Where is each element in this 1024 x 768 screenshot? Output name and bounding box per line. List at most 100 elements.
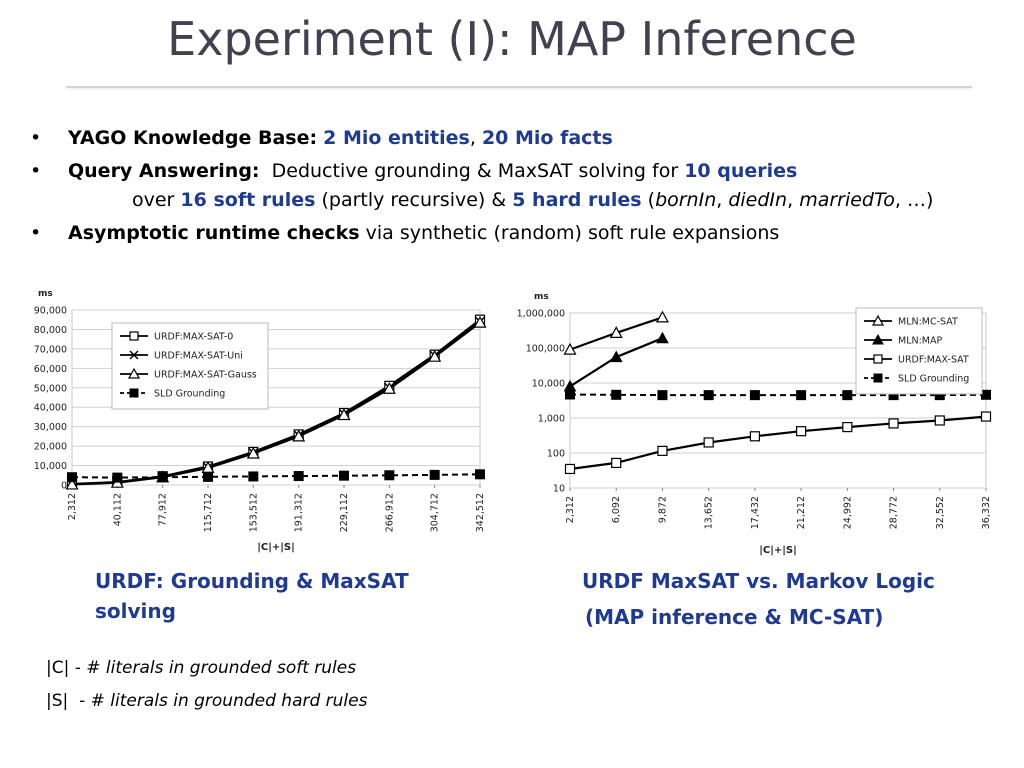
footnote-symbol: |S| [46,691,69,711]
data-point [384,470,395,481]
bullet-label: Asymptotic runtime checks [68,222,360,244]
data-point [337,408,351,421]
comma: , [716,189,723,211]
data-point [473,315,487,328]
footnote-s: |S| - # literals in grounded hard rules [46,691,367,711]
y-tick-label: 80,000 [34,325,67,336]
y-tick-label: 40,000 [34,403,67,414]
y-tick-label: 10,000 [34,461,67,472]
x-tick-label: 191,312 [294,493,305,532]
series-urdf-max-sat [564,411,992,475]
series-line [71,473,481,479]
legend-label: URDF:MAX-SAT-Uni [154,351,243,362]
y-tick-label: 10 [553,484,565,495]
data-point [157,472,168,483]
data-point [339,470,349,481]
data-point [703,437,714,448]
data-point [67,472,77,483]
footnote-text: # literals in grounded soft rules [86,658,357,678]
y-axis-label: ms [534,292,549,302]
y-tick-label: 100,000 [526,344,565,355]
y-tick-label: 90,000 [34,306,67,317]
y-tick-label: 10,000 [532,379,565,390]
x-tick-label: 153,512 [248,493,259,532]
x-tick-label: 2,312 [565,496,576,523]
data-point [657,390,668,401]
bullet-text: Deductive grounding & MaxSAT solving for [271,160,679,182]
x-tick-label: 266,912 [384,493,395,532]
series-sld-grounding [565,389,991,401]
footnote-dash: - [79,691,86,711]
x-tick-label: 9,872 [657,496,668,523]
legend-label: URDF:MAX-SAT-Gauss [154,370,257,381]
y-tick-label: 70,000 [34,344,67,355]
x-tick-label: 115,712 [203,493,214,532]
data-point [749,431,760,442]
series-mln-map [563,331,669,392]
data-point [657,445,668,456]
bullet-glyph: • [30,160,42,182]
bullet-list: • YAGO Knowledge Base: 2 Mio entities, 2… [30,124,1020,248]
data-point [796,426,807,437]
x-tick-label: 304,712 [430,493,441,532]
bullet-item-yago: • YAGO Knowledge Base: 2 Mio entities, 2… [30,124,1020,153]
y-tick-label: 30,000 [34,422,67,433]
x-tick-label: 17,432 [750,496,761,529]
data-point [749,390,760,401]
footnote-dash: - [74,658,81,678]
data-point [934,415,945,426]
footnote-c: |C| - # literals in grounded soft rules [46,658,356,678]
bullet-item-asymptotic: • Asymptotic runtime checks via syntheti… [30,219,1020,248]
bullet-item-query: • Query Answering: Deductive grounding &… [30,157,1020,215]
separator: , [469,127,476,149]
x-tick-label: 229,112 [339,493,350,532]
y-tick-label: 20,000 [34,442,67,453]
slide-title: Experiment (I): MAP Inference [167,12,857,66]
x-tick-label: 40,112 [112,493,123,526]
paren-open: ( [647,189,656,211]
rule-name: bornIn [655,189,717,211]
legend-marker [871,314,885,326]
highlight-value: 20 Mio facts [481,127,613,149]
comma: , [787,189,794,211]
data-point [293,471,304,482]
legend-marker [129,350,139,360]
legend-marker [873,373,883,383]
data-point [292,429,306,442]
highlight-value: 5 hard rules [512,189,642,211]
highlight-value: 10 queries [684,160,798,182]
series-mln-mc-sat [563,310,669,355]
x-tick-label: 24,992 [842,496,853,529]
y-tick-label: 50,000 [34,383,67,394]
legend-marker [873,354,883,364]
legend-marker [127,367,141,379]
highlight-value: 2 Mio entities [323,127,470,149]
data-point [609,350,623,363]
data-point [382,382,396,394]
chart-urdf-vs-markov: 10 100 1,000 10,000 100,000 1,000,000 ms 2,312 6… [517,292,992,556]
data-point [611,457,622,469]
legend-label: MLN:MAP [898,336,942,347]
chart-urdf-grounding: 0 10,000 20,000 30,000 40,000 50,000 60,000 70,… [34,289,487,553]
data-point [565,389,575,400]
y-tick-label: 100 [547,449,565,460]
data-point [611,389,622,400]
highlight-value: 16 soft rules [180,189,316,211]
title-divider [66,86,972,88]
x-tick-label: 342,512 [475,493,486,532]
x-tick-label: 28,772 [889,496,900,529]
data-point [888,418,899,429]
legend-marker [129,388,139,398]
bullet-continuation: over 16 soft rules (partly recursive) & … [68,186,1020,215]
y-tick-label: 1,000 [538,414,565,425]
series-line [569,415,987,471]
y-tick-label: 0 [61,481,67,492]
data-point [564,463,576,475]
series-line [71,321,481,486]
y-tick-label: 60,000 [34,364,67,375]
bullet-glyph: • [30,222,42,244]
x-tick-label: 6,092 [611,496,622,523]
data-point [563,342,577,355]
data-point [429,469,440,480]
data-point [428,349,442,362]
